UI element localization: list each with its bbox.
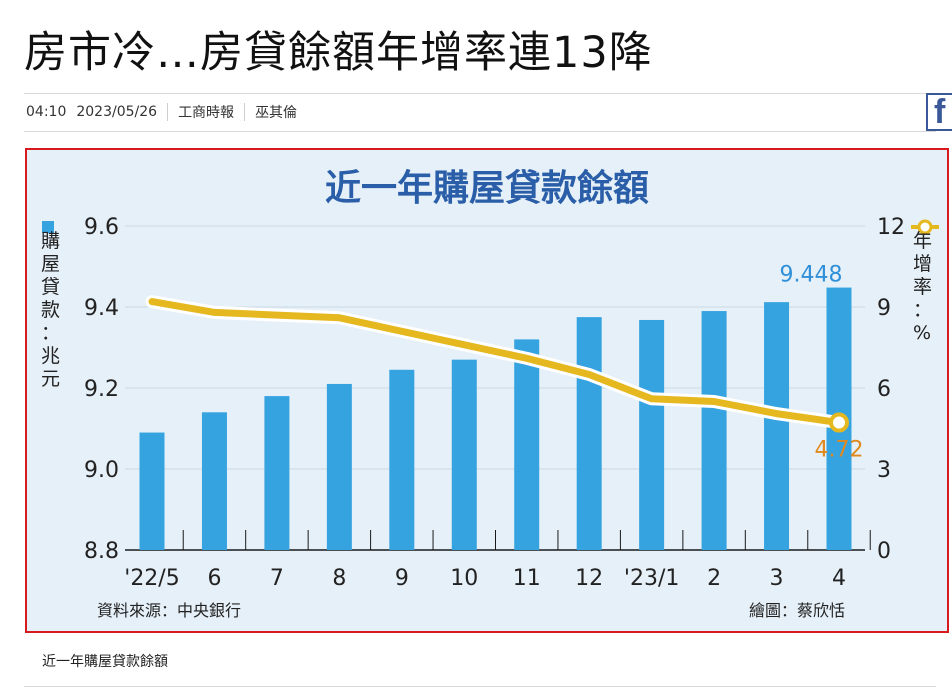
left-tick-label: 9.4 <box>84 296 119 321</box>
bar <box>639 319 665 550</box>
bar <box>389 369 415 550</box>
divider-top <box>24 93 936 94</box>
credit-note: 繪圖：蔡欣恬 <box>749 601 845 620</box>
bar <box>264 396 290 550</box>
publish-date: 2023/05/26 <box>76 104 158 120</box>
legend-bar-swatch <box>42 221 54 233</box>
publish-time: 04:10 <box>26 104 67 120</box>
facebook-share-button[interactable]: f <box>926 93 952 131</box>
right-tick-label: 3 <box>877 458 891 483</box>
source-link[interactable]: 工商時報 <box>178 105 235 121</box>
growth-rate-line <box>148 298 843 427</box>
x-tick-label: 6 <box>207 566 221 591</box>
figure-caption: 近一年購屋貸款餘額 <box>42 654 168 670</box>
source-note: 資料來源：中央銀行 <box>97 601 241 620</box>
bar <box>139 432 165 550</box>
x-tick-label: 11 <box>513 566 541 591</box>
left-axis-label: 購屋貸款：兆元 <box>41 230 60 390</box>
x-tick-label: '22/5 <box>124 566 179 591</box>
left-tick-label: 9.0 <box>84 458 119 483</box>
chart-background <box>27 150 947 631</box>
meta-separator <box>244 103 246 121</box>
x-tick-label: 10 <box>450 566 478 591</box>
bar <box>514 339 540 550</box>
bar-value-label: 9.448 <box>780 263 843 288</box>
bar <box>451 359 477 550</box>
bar <box>201 412 227 550</box>
facebook-icon: f <box>934 93 946 131</box>
bar <box>326 383 352 550</box>
right-tick-label: 6 <box>877 377 891 402</box>
line-end-point <box>829 412 849 433</box>
legend-line-swatch <box>911 219 939 235</box>
chart-figure: 近一年購屋貸款餘額 8.8 9.0 9.2 9.4 9.6 0 3 6 9 12 '22/5 6 7 8 9… <box>25 148 949 633</box>
bar <box>576 317 602 550</box>
line-value-label: 4.72 <box>815 438 864 463</box>
left-tick-label: 8.8 <box>84 539 119 564</box>
article-meta: 04:10 2023/05/26 工商時報 巫其倫 <box>26 102 297 122</box>
left-tick-label: 9.6 <box>84 215 119 240</box>
bar <box>701 311 727 550</box>
right-tick-label: 9 <box>877 296 891 321</box>
x-tick-label: 4 <box>832 566 846 591</box>
divider-meta <box>24 131 936 132</box>
x-tick-label: 3 <box>770 566 784 591</box>
x-tick-label: 8 <box>332 566 346 591</box>
bar <box>764 302 790 550</box>
x-tick-label: 9 <box>395 566 409 591</box>
meta-separator <box>167 103 169 121</box>
x-tick-label: '23/1 <box>624 566 679 591</box>
divider-bottom <box>24 686 936 687</box>
left-tick-label: 9.2 <box>84 377 119 402</box>
chart: 近一年購屋貸款餘額 8.8 9.0 9.2 9.4 9.6 0 3 6 9 12 '22/5 6 7 8 9… <box>27 150 947 631</box>
chart-title: 近一年購屋貸款餘額 <box>325 168 649 209</box>
x-tick-label: 7 <box>270 566 284 591</box>
right-tick-label: 0 <box>877 539 891 564</box>
right-axis-label: 年增率：% <box>913 230 932 344</box>
author-link[interactable]: 巫其倫 <box>255 105 298 121</box>
x-tick-label: 2 <box>707 566 721 591</box>
right-tick-label: 12 <box>877 215 905 240</box>
headline: 房市冷…房貸餘額年增率連13降 <box>24 28 653 78</box>
x-tick-label: 12 <box>575 566 603 591</box>
